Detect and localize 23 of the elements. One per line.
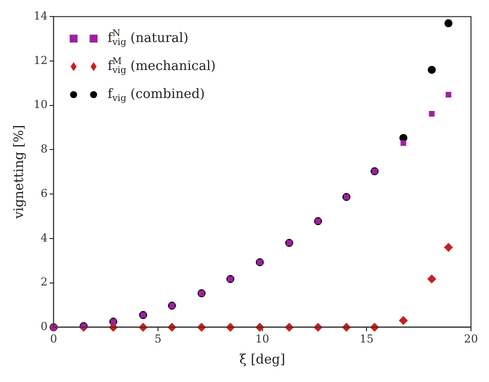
y-tick-label: 2 <box>40 276 48 289</box>
y-tick-label: 8 <box>40 142 48 156</box>
x-tick-label: 10 <box>255 332 270 346</box>
y-tick-label: 4 <box>40 231 48 244</box>
x-tick-label: 15 <box>360 332 374 346</box>
x-tick-label: 0 <box>50 332 58 346</box>
point <box>428 110 435 117</box>
y-tick-label: 14 <box>34 9 48 22</box>
x-axis-title: ξ [deg] <box>239 352 286 368</box>
point <box>428 66 436 74</box>
x-tick-label: 20 <box>464 332 478 346</box>
point <box>446 92 452 98</box>
point <box>444 19 452 28</box>
point <box>444 242 453 252</box>
point <box>400 140 406 146</box>
y-tick-label: 10 <box>34 98 48 112</box>
y-tick-label: 6 <box>40 186 48 200</box>
x-tick-label: 5 <box>154 332 162 346</box>
y-tick-label: 12 <box>34 54 48 67</box>
y-axis-title: vignetting [%] <box>12 124 28 220</box>
point <box>427 274 436 284</box>
y-tick-label: 0 <box>40 320 48 334</box>
point <box>398 316 408 326</box>
